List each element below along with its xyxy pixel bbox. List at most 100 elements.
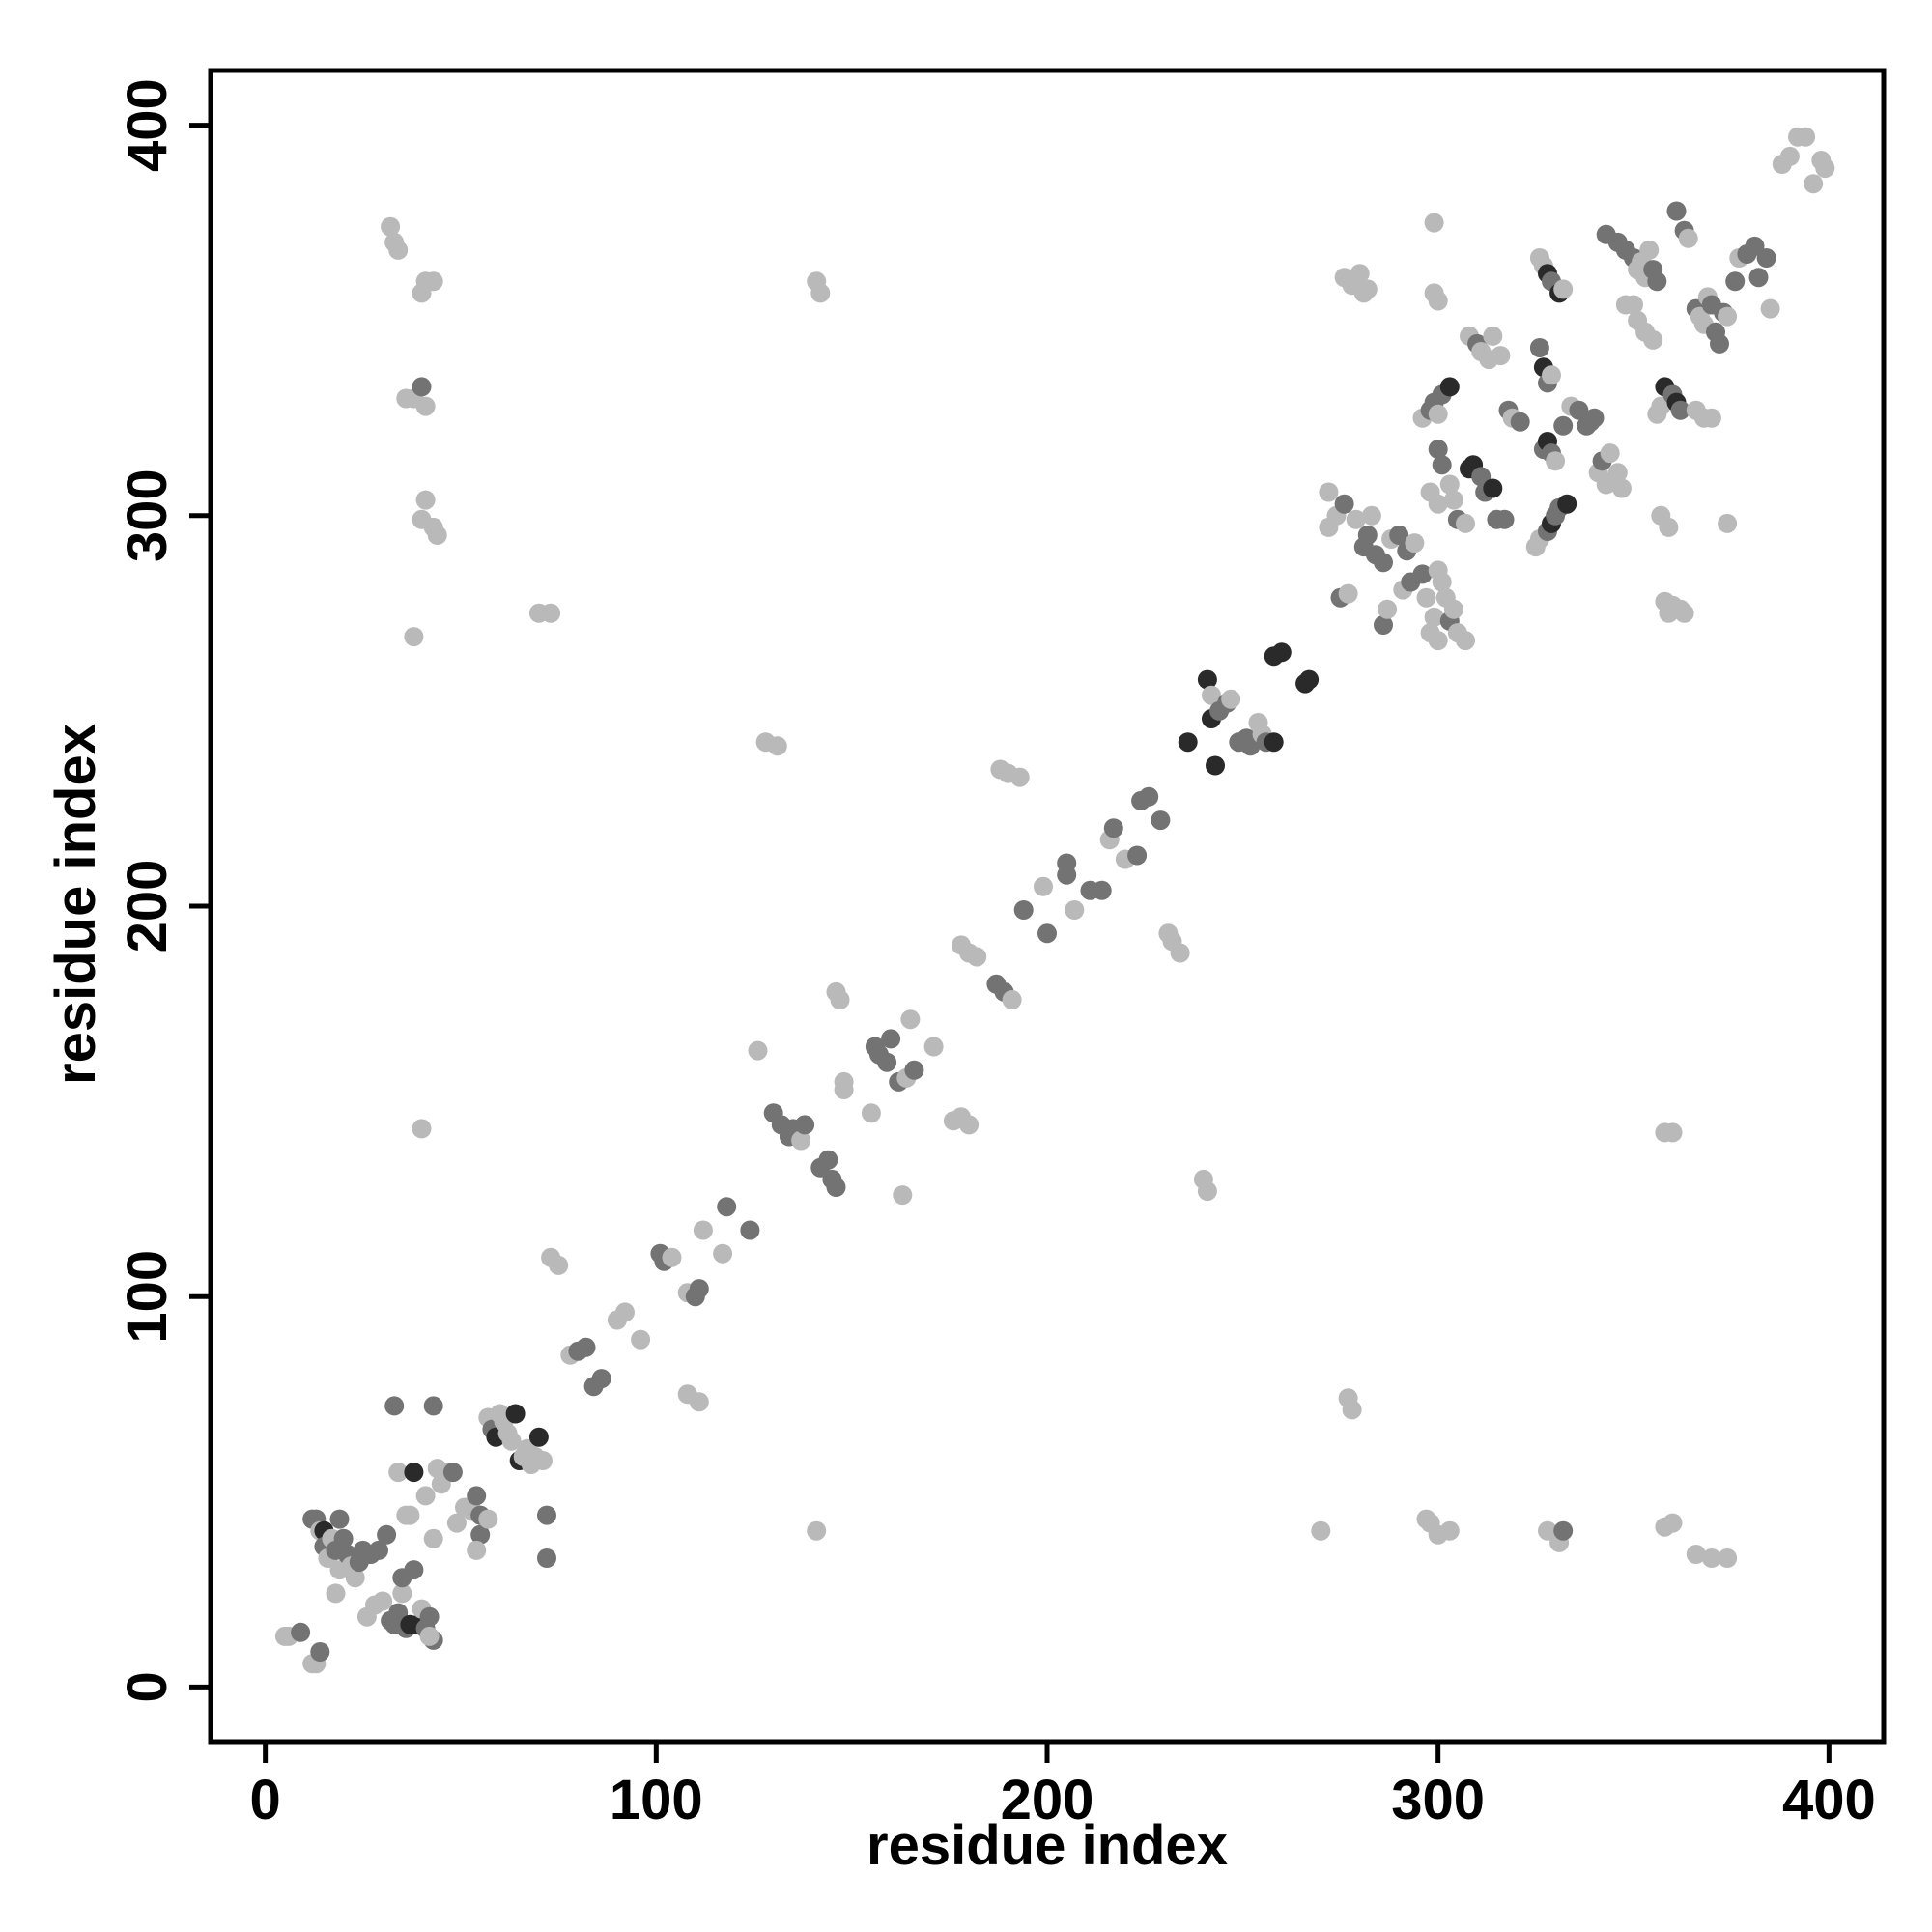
data-point (1092, 880, 1112, 900)
data-point (1670, 400, 1690, 420)
data-point (1607, 463, 1628, 483)
data-point (1271, 642, 1292, 663)
data-point (826, 1178, 846, 1197)
data-point (1416, 587, 1436, 608)
data-point (1428, 631, 1448, 651)
data-point (1374, 553, 1393, 573)
data-point (791, 1130, 811, 1151)
data-points (274, 127, 1835, 1674)
data-point (415, 396, 436, 416)
data-point (1760, 298, 1780, 319)
y-tick-label: 200 (116, 860, 179, 953)
data-point (834, 1080, 854, 1099)
data-point (1428, 440, 1448, 460)
data-point (1748, 268, 1769, 288)
data-point (1745, 236, 1765, 256)
data-point (1701, 408, 1721, 428)
data-point (1057, 865, 1077, 885)
data-point (1439, 474, 1460, 495)
data-point (967, 947, 987, 967)
data-point (877, 1052, 897, 1072)
data-point (415, 1486, 436, 1506)
data-point (369, 1540, 388, 1560)
x-tick-label: 0 (250, 1769, 281, 1832)
data-point (1405, 533, 1425, 554)
data-point (900, 1009, 921, 1030)
data-point (1725, 271, 1746, 292)
data-point (1439, 1520, 1460, 1541)
data-point (291, 1622, 311, 1642)
data-point (1178, 732, 1198, 753)
data-point (1202, 685, 1221, 705)
data-point (329, 1509, 350, 1529)
data-point (1034, 876, 1053, 896)
data-point (1428, 494, 1448, 514)
data-point (326, 1583, 346, 1604)
data-point (1674, 603, 1694, 623)
data-point (1432, 455, 1452, 475)
data-point (1151, 810, 1171, 831)
data-point (1009, 767, 1030, 787)
data-point (404, 1463, 424, 1483)
data-point (442, 1463, 463, 1483)
data-point (419, 1606, 440, 1627)
data-point (1491, 346, 1511, 366)
data-point (1686, 1545, 1706, 1564)
x-axis-title: residue index (867, 1814, 1228, 1877)
data-point (1718, 306, 1738, 327)
y-tick-label: 100 (116, 1250, 179, 1344)
data-point (333, 1528, 354, 1548)
data-point (423, 1528, 443, 1548)
data-point (1553, 279, 1574, 299)
data-point (1103, 818, 1123, 838)
data-point (1013, 900, 1034, 920)
data-point (1264, 732, 1284, 753)
data-point (412, 377, 432, 397)
data-point (373, 1591, 393, 1611)
data-point (693, 1220, 713, 1240)
data-point (689, 1392, 709, 1412)
data-point (404, 627, 424, 647)
data-point (1456, 631, 1475, 651)
data-point (1659, 517, 1679, 537)
data-point (1350, 264, 1370, 284)
data-point (467, 1486, 487, 1506)
data-point (1311, 1520, 1331, 1541)
data-point (1600, 443, 1620, 464)
y-tick-label: 400 (116, 78, 179, 172)
data-point (412, 1119, 432, 1139)
data-point (1756, 248, 1776, 268)
data-point (1569, 400, 1589, 420)
data-point (1815, 158, 1835, 179)
data-point (1342, 1400, 1362, 1420)
data-point (528, 1427, 549, 1447)
data-point (1334, 494, 1354, 514)
data-point (1804, 174, 1824, 194)
data-point (1483, 326, 1503, 346)
data-point (689, 1279, 709, 1299)
data-point (446, 1513, 467, 1533)
data-point (740, 1220, 760, 1240)
data-point (1428, 404, 1448, 424)
data-point (1319, 482, 1339, 502)
data-point (505, 1404, 526, 1424)
data-point (1002, 990, 1022, 1009)
data-point (1346, 509, 1366, 529)
data-point (1443, 490, 1463, 510)
data-point (1662, 1513, 1683, 1533)
data-point (904, 1060, 924, 1080)
data-point (1424, 607, 1444, 627)
data-point (1538, 1520, 1557, 1541)
data-point (1647, 271, 1667, 292)
data-point (1553, 1520, 1574, 1541)
data-point (1361, 505, 1381, 526)
data-point (1170, 943, 1190, 963)
data-point (537, 1548, 556, 1568)
data-point (1584, 408, 1605, 428)
data-point (662, 1247, 682, 1267)
data-point (1357, 279, 1378, 299)
data-point (1718, 1548, 1738, 1568)
data-point (1456, 513, 1475, 533)
data-point (388, 1463, 409, 1483)
